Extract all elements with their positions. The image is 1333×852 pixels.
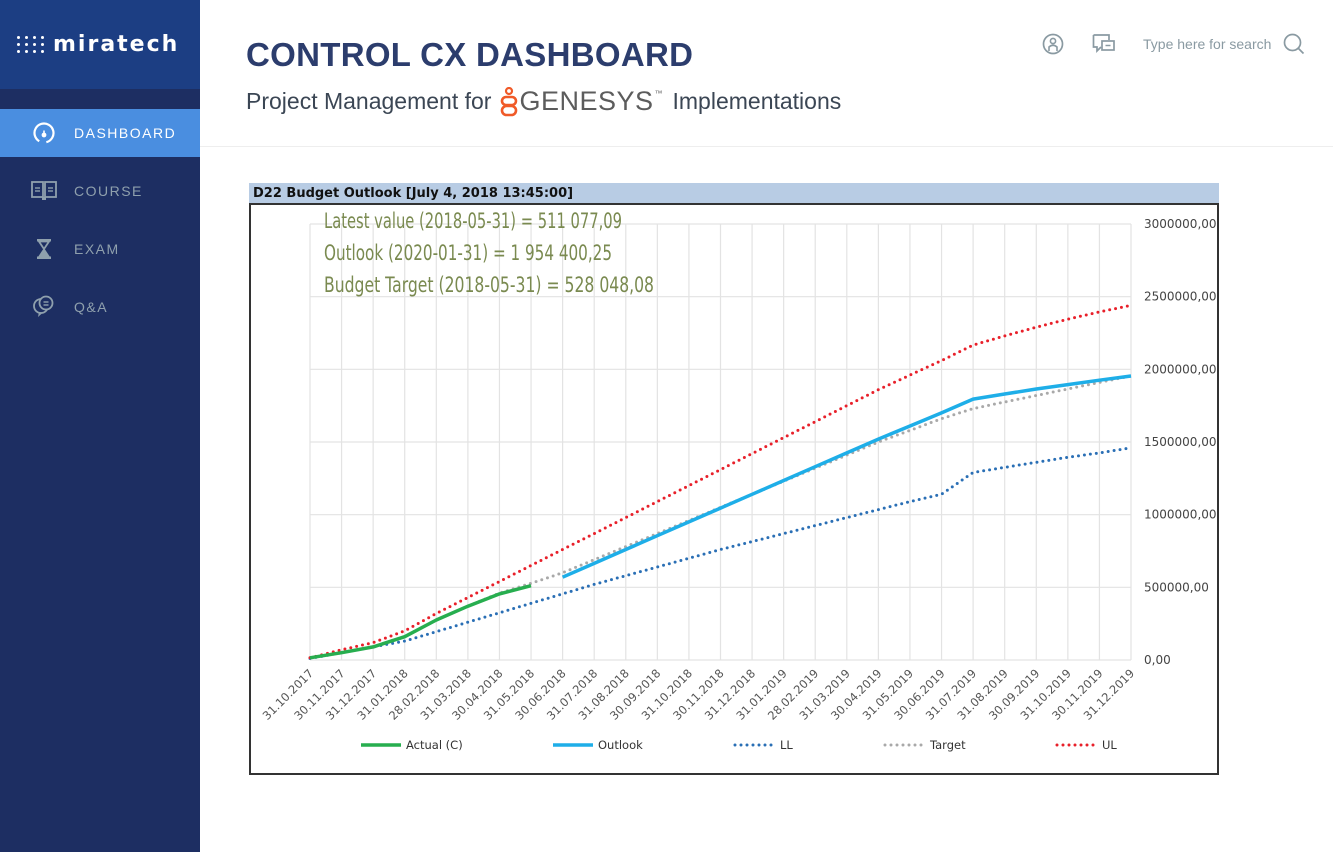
page-title: CONTROL CX DASHBOARD — [246, 36, 694, 73]
chart-annotation: Latest value (2018-05-31) = 511 077,09 — [324, 209, 622, 233]
genesys-wordmark: GENESYS — [519, 86, 654, 116]
series-line-ul — [308, 303, 1133, 660]
chart-annotation: Outlook (2020-01-31) = 1 954 400,25 — [324, 241, 612, 265]
chart-title: D22 Budget Outlook [July 4, 2018 13:45:0… — [249, 183, 1219, 205]
grid-layer — [309, 223, 1132, 661]
sidebar-item-qa[interactable]: Q&A — [0, 283, 200, 331]
legend-layer: Actual (C) Outlook LL Target UL — [361, 738, 1117, 752]
chart-frame: Latest value (2018-05-31) = 511 077,09 Ou… — [249, 205, 1219, 775]
sidebar-item-label: Q&A — [74, 299, 109, 315]
chart-annotation: Budget Target (2018-05-31) = 528 048,08 — [324, 273, 654, 297]
legend-label: UL — [1102, 738, 1117, 752]
messages-icon[interactable] — [1092, 32, 1116, 56]
brand-name: miratech — [53, 32, 180, 57]
user-circle-icon[interactable] — [1041, 32, 1065, 56]
legend-label: Target — [929, 738, 966, 752]
chart-svg: Latest value (2018-05-31) = 511 077,09 Ou… — [260, 209, 1217, 752]
genesys-trademark: ™ — [654, 89, 663, 98]
sidebar-item-dashboard[interactable]: DASHBOARD — [0, 109, 200, 157]
y-tick-label: 2000000,00 — [1144, 362, 1217, 376]
legend-label: LL — [780, 738, 793, 752]
speedometer-icon — [31, 120, 57, 146]
y-tick-label: 0,00 — [1144, 653, 1171, 667]
hourglass-icon — [31, 236, 57, 262]
sidebar-item-label: COURSE — [74, 183, 143, 199]
chat-bubbles-icon — [31, 294, 57, 320]
search-bar — [1143, 33, 1305, 55]
search-input[interactable] — [1143, 36, 1283, 52]
genesys-mark-icon — [501, 86, 518, 116]
series-line-ll — [308, 446, 1133, 660]
sidebar-nav: DASHBOARD COURSE EXAM Q&A — [0, 109, 200, 331]
page-header: CONTROL CX DASHBOARD Project Management … — [200, 0, 1333, 147]
subtitle-suffix: Implementations — [672, 88, 842, 114]
page-subtitle: Project Management for GENESYS ™ Impleme… — [246, 86, 841, 117]
annotation-layer: Latest value (2018-05-31) = 511 077,09 Ou… — [324, 209, 654, 297]
sidebar-item-course[interactable]: COURSE — [0, 167, 200, 215]
book-icon — [31, 178, 57, 204]
y-tick-label: 1000000,00 — [1144, 508, 1217, 522]
series-layer — [308, 303, 1133, 660]
y-tick-label: 3000000,00 — [1144, 217, 1217, 231]
search-icon[interactable] — [1283, 33, 1305, 55]
legend-label: Outlook — [598, 738, 643, 752]
subtitle-prefix: Project Management for — [246, 88, 492, 114]
y-tick-label: 2500000,00 — [1144, 290, 1217, 304]
budget-outlook-chart: D22 Budget Outlook [July 4, 2018 13:45:0… — [249, 183, 1219, 775]
y-tick-label: 500000,00 — [1144, 580, 1209, 594]
sidebar-item-exam[interactable]: EXAM — [0, 225, 200, 273]
sidebar: miratech DASHBOARD COURSE EXAM Q&A — [0, 0, 200, 852]
sidebar-item-label: EXAM — [74, 241, 120, 257]
genesys-logo: GENESYS ™ — [499, 86, 663, 117]
logo-dots-icon — [17, 35, 45, 54]
y-tick-label: 1500000,00 — [1144, 435, 1217, 449]
header-actions — [1041, 32, 1305, 56]
series-line-outlook — [561, 374, 1132, 579]
series-line-actual-c — [309, 584, 532, 660]
sidebar-item-label: DASHBOARD — [74, 125, 177, 141]
legend-label: Actual (C) — [406, 738, 463, 752]
brand-logo[interactable]: miratech — [0, 0, 200, 89]
